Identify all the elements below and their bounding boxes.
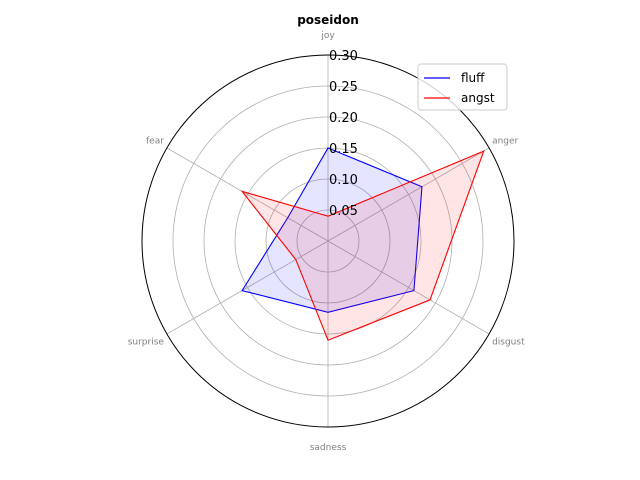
legend-label-fluff: fluff	[461, 71, 485, 85]
grid-circle-3	[203, 116, 453, 366]
tick-label-5: 0.30	[329, 49, 358, 64]
chart-title: poseidon	[297, 13, 359, 27]
tick-label-3: 0.20	[329, 111, 358, 126]
legend-label-angst: angst	[461, 91, 495, 105]
axis-label-fear: fear	[146, 137, 164, 147]
axis-label-surprise: surprise	[128, 338, 165, 348]
tick-label-0: 0.05	[329, 204, 358, 219]
legend: fluff angst	[417, 63, 508, 111]
outer-frame	[141, 54, 515, 428]
grid-circle-0	[296, 209, 360, 273]
tick-label-4: 0.25	[329, 80, 358, 95]
label-layer: joy anger disgust sadness surprise fear 0.05 0.…	[128, 31, 525, 453]
series-line-angst	[240, 150, 485, 341]
grid-circle-1	[265, 178, 391, 304]
axis-label-disgust: disgust	[492, 338, 525, 348]
series-fill-fluff	[242, 148, 422, 313]
axis-label-joy: joy	[320, 31, 335, 41]
axis-label-anger: anger	[492, 137, 518, 147]
tick-label-1: 0.10	[329, 173, 358, 188]
series-line-fluff	[241, 147, 423, 313]
series-fill-angst	[242, 151, 484, 341]
tick-label-2: 0.15	[329, 142, 358, 157]
axis-label-sadness: sadness	[310, 443, 347, 453]
grid-circle-4	[172, 85, 484, 397]
series-layer	[240, 147, 485, 341]
